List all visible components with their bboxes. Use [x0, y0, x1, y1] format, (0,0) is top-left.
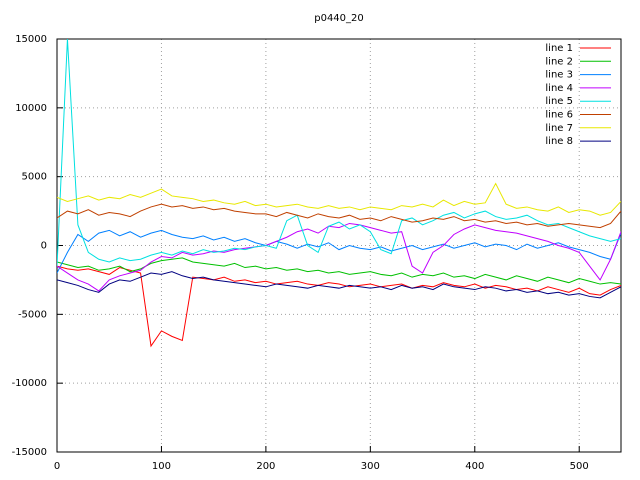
- x-tick-label: 500: [570, 461, 589, 472]
- y-tick-label: -5000: [18, 309, 47, 320]
- series-line: [57, 222, 621, 292]
- y-tick-label: 15000: [15, 34, 47, 45]
- plot-frame: [56, 38, 622, 453]
- x-tick-label: 400: [465, 461, 484, 472]
- x-tick-label: 300: [361, 461, 380, 472]
- x-tick-label: 200: [256, 461, 275, 472]
- y-tick-label: -15000: [12, 447, 47, 458]
- legend-label: line 2: [545, 56, 573, 67]
- legend-label: line 3: [545, 70, 573, 81]
- legend-label: line 6: [545, 110, 573, 121]
- series-line: [57, 265, 621, 348]
- y-tick-label: -10000: [12, 378, 47, 389]
- plot-area: [57, 39, 621, 348]
- legend-label: line 8: [545, 136, 573, 147]
- legend-label: line 1: [545, 43, 573, 54]
- y-tick-label: 0: [41, 241, 47, 252]
- x-tick-label: 100: [152, 461, 171, 472]
- legend-label: line 7: [545, 123, 573, 134]
- chart-title: p0440_20: [314, 13, 364, 24]
- series-line: [57, 271, 621, 299]
- series-line: [57, 39, 621, 267]
- legend-label: line 4: [545, 83, 573, 94]
- series-line: [57, 182, 621, 216]
- series-line: [57, 229, 621, 274]
- series-line: [57, 203, 621, 229]
- y-tick-label: 10000: [15, 103, 47, 114]
- x-tick-label: 0: [54, 461, 60, 472]
- legend-label: line 5: [545, 96, 573, 107]
- y-tick-label: 5000: [22, 172, 47, 183]
- series-line: [57, 257, 621, 285]
